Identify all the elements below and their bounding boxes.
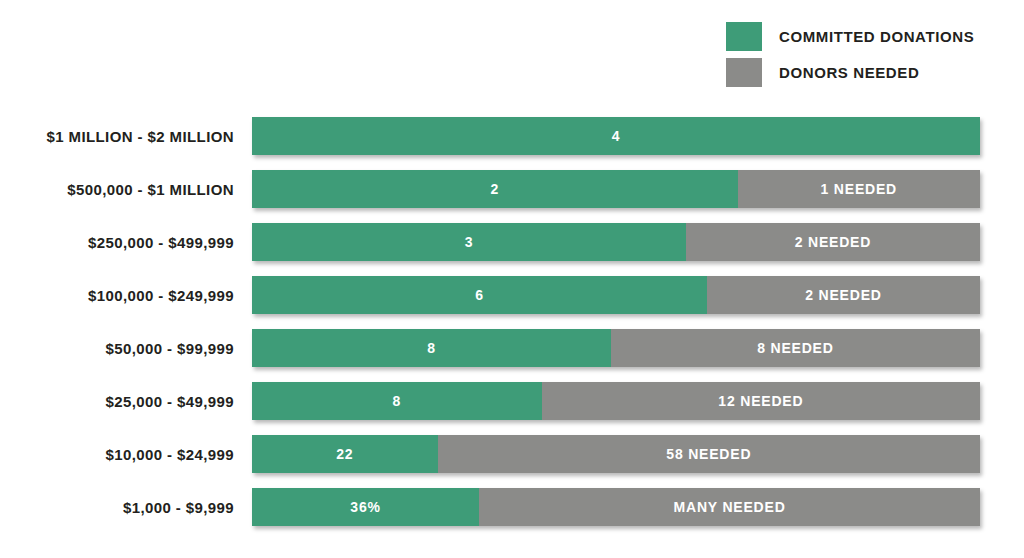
needed-value-label: 1 NEEDED (821, 181, 897, 197)
needed-value-label: 58 NEEDED (666, 446, 751, 462)
chart-row: $500,000 - $1 MILLION 2 1 NEEDED (0, 170, 980, 208)
legend-swatch-committed-icon (726, 22, 762, 51)
category-label: $1 MILLION - $2 MILLION (0, 128, 252, 145)
committed-bar-segment: 8 (252, 329, 611, 367)
committed-value-label: 22 (336, 446, 353, 462)
needed-bar-segment: 1 NEEDED (738, 170, 980, 208)
bar-track: 8 8 NEEDED (252, 329, 980, 367)
needed-value-label: 2 NEEDED (795, 234, 871, 250)
stacked-bar-chart: $1 MILLION - $2 MILLION 4 $500,000 - $1 … (0, 117, 980, 541)
legend-label-needed: DONORS NEEDED (779, 64, 919, 81)
committed-value-label: 8 (393, 393, 402, 409)
committed-value-label: 3 (465, 234, 474, 250)
committed-bar-segment: 22 (252, 435, 438, 473)
bar-track: 6 2 NEEDED (252, 276, 980, 314)
committed-value-label: 8 (427, 340, 436, 356)
chart-row: $100,000 - $249,999 6 2 NEEDED (0, 276, 980, 314)
category-label: $50,000 - $99,999 (0, 340, 252, 357)
legend-item-needed: DONORS NEEDED (726, 58, 974, 87)
committed-bar-segment: 2 (252, 170, 738, 208)
legend-label-committed: COMMITTED DONATIONS (779, 28, 974, 45)
chart-row: $250,000 - $499,999 3 2 NEEDED (0, 223, 980, 261)
committed-value-label: 4 (612, 128, 621, 144)
donation-tiers-chart: COMMITTED DONATIONS DONORS NEEDED $1 MIL… (0, 0, 1024, 558)
needed-value-label: MANY NEEDED (674, 499, 786, 515)
legend-swatch-needed-icon (726, 58, 762, 87)
chart-legend: COMMITTED DONATIONS DONORS NEEDED (726, 22, 974, 87)
chart-row: $50,000 - $99,999 8 8 NEEDED (0, 329, 980, 367)
needed-bar-segment: 2 NEEDED (707, 276, 980, 314)
chart-row: $1,000 - $9,999 36% MANY NEEDED (0, 488, 980, 526)
bar-track: 4 (252, 117, 980, 155)
bar-track: 8 12 NEEDED (252, 382, 980, 420)
committed-bar-segment: 3 (252, 223, 686, 261)
needed-bar-segment: 12 NEEDED (542, 382, 980, 420)
category-label: $10,000 - $24,999 (0, 446, 252, 463)
committed-bar-segment: 6 (252, 276, 707, 314)
category-label: $1,000 - $9,999 (0, 499, 252, 516)
category-label: $25,000 - $49,999 (0, 393, 252, 410)
category-label: $500,000 - $1 MILLION (0, 181, 252, 198)
committed-bar-segment: 8 (252, 382, 542, 420)
committed-value-label: 36% (350, 499, 380, 515)
bar-track: 3 2 NEEDED (252, 223, 980, 261)
bar-track: 22 58 NEEDED (252, 435, 980, 473)
chart-row: $10,000 - $24,999 22 58 NEEDED (0, 435, 980, 473)
bar-track: 36% MANY NEEDED (252, 488, 980, 526)
legend-item-committed: COMMITTED DONATIONS (726, 22, 974, 51)
needed-value-label: 8 NEEDED (757, 340, 833, 356)
needed-bar-segment: 2 NEEDED (686, 223, 980, 261)
committed-value-label: 6 (475, 287, 484, 303)
committed-value-label: 2 (490, 181, 499, 197)
needed-value-label: 2 NEEDED (805, 287, 881, 303)
committed-bar-segment: 36% (252, 488, 479, 526)
chart-row: $25,000 - $49,999 8 12 NEEDED (0, 382, 980, 420)
needed-value-label: 12 NEEDED (718, 393, 803, 409)
chart-row: $1 MILLION - $2 MILLION 4 (0, 117, 980, 155)
needed-bar-segment: 58 NEEDED (438, 435, 980, 473)
committed-bar-segment: 4 (252, 117, 980, 155)
category-label: $100,000 - $249,999 (0, 287, 252, 304)
category-label: $250,000 - $499,999 (0, 234, 252, 251)
needed-bar-segment: 8 NEEDED (611, 329, 980, 367)
bar-track: 2 1 NEEDED (252, 170, 980, 208)
needed-bar-segment: MANY NEEDED (479, 488, 980, 526)
